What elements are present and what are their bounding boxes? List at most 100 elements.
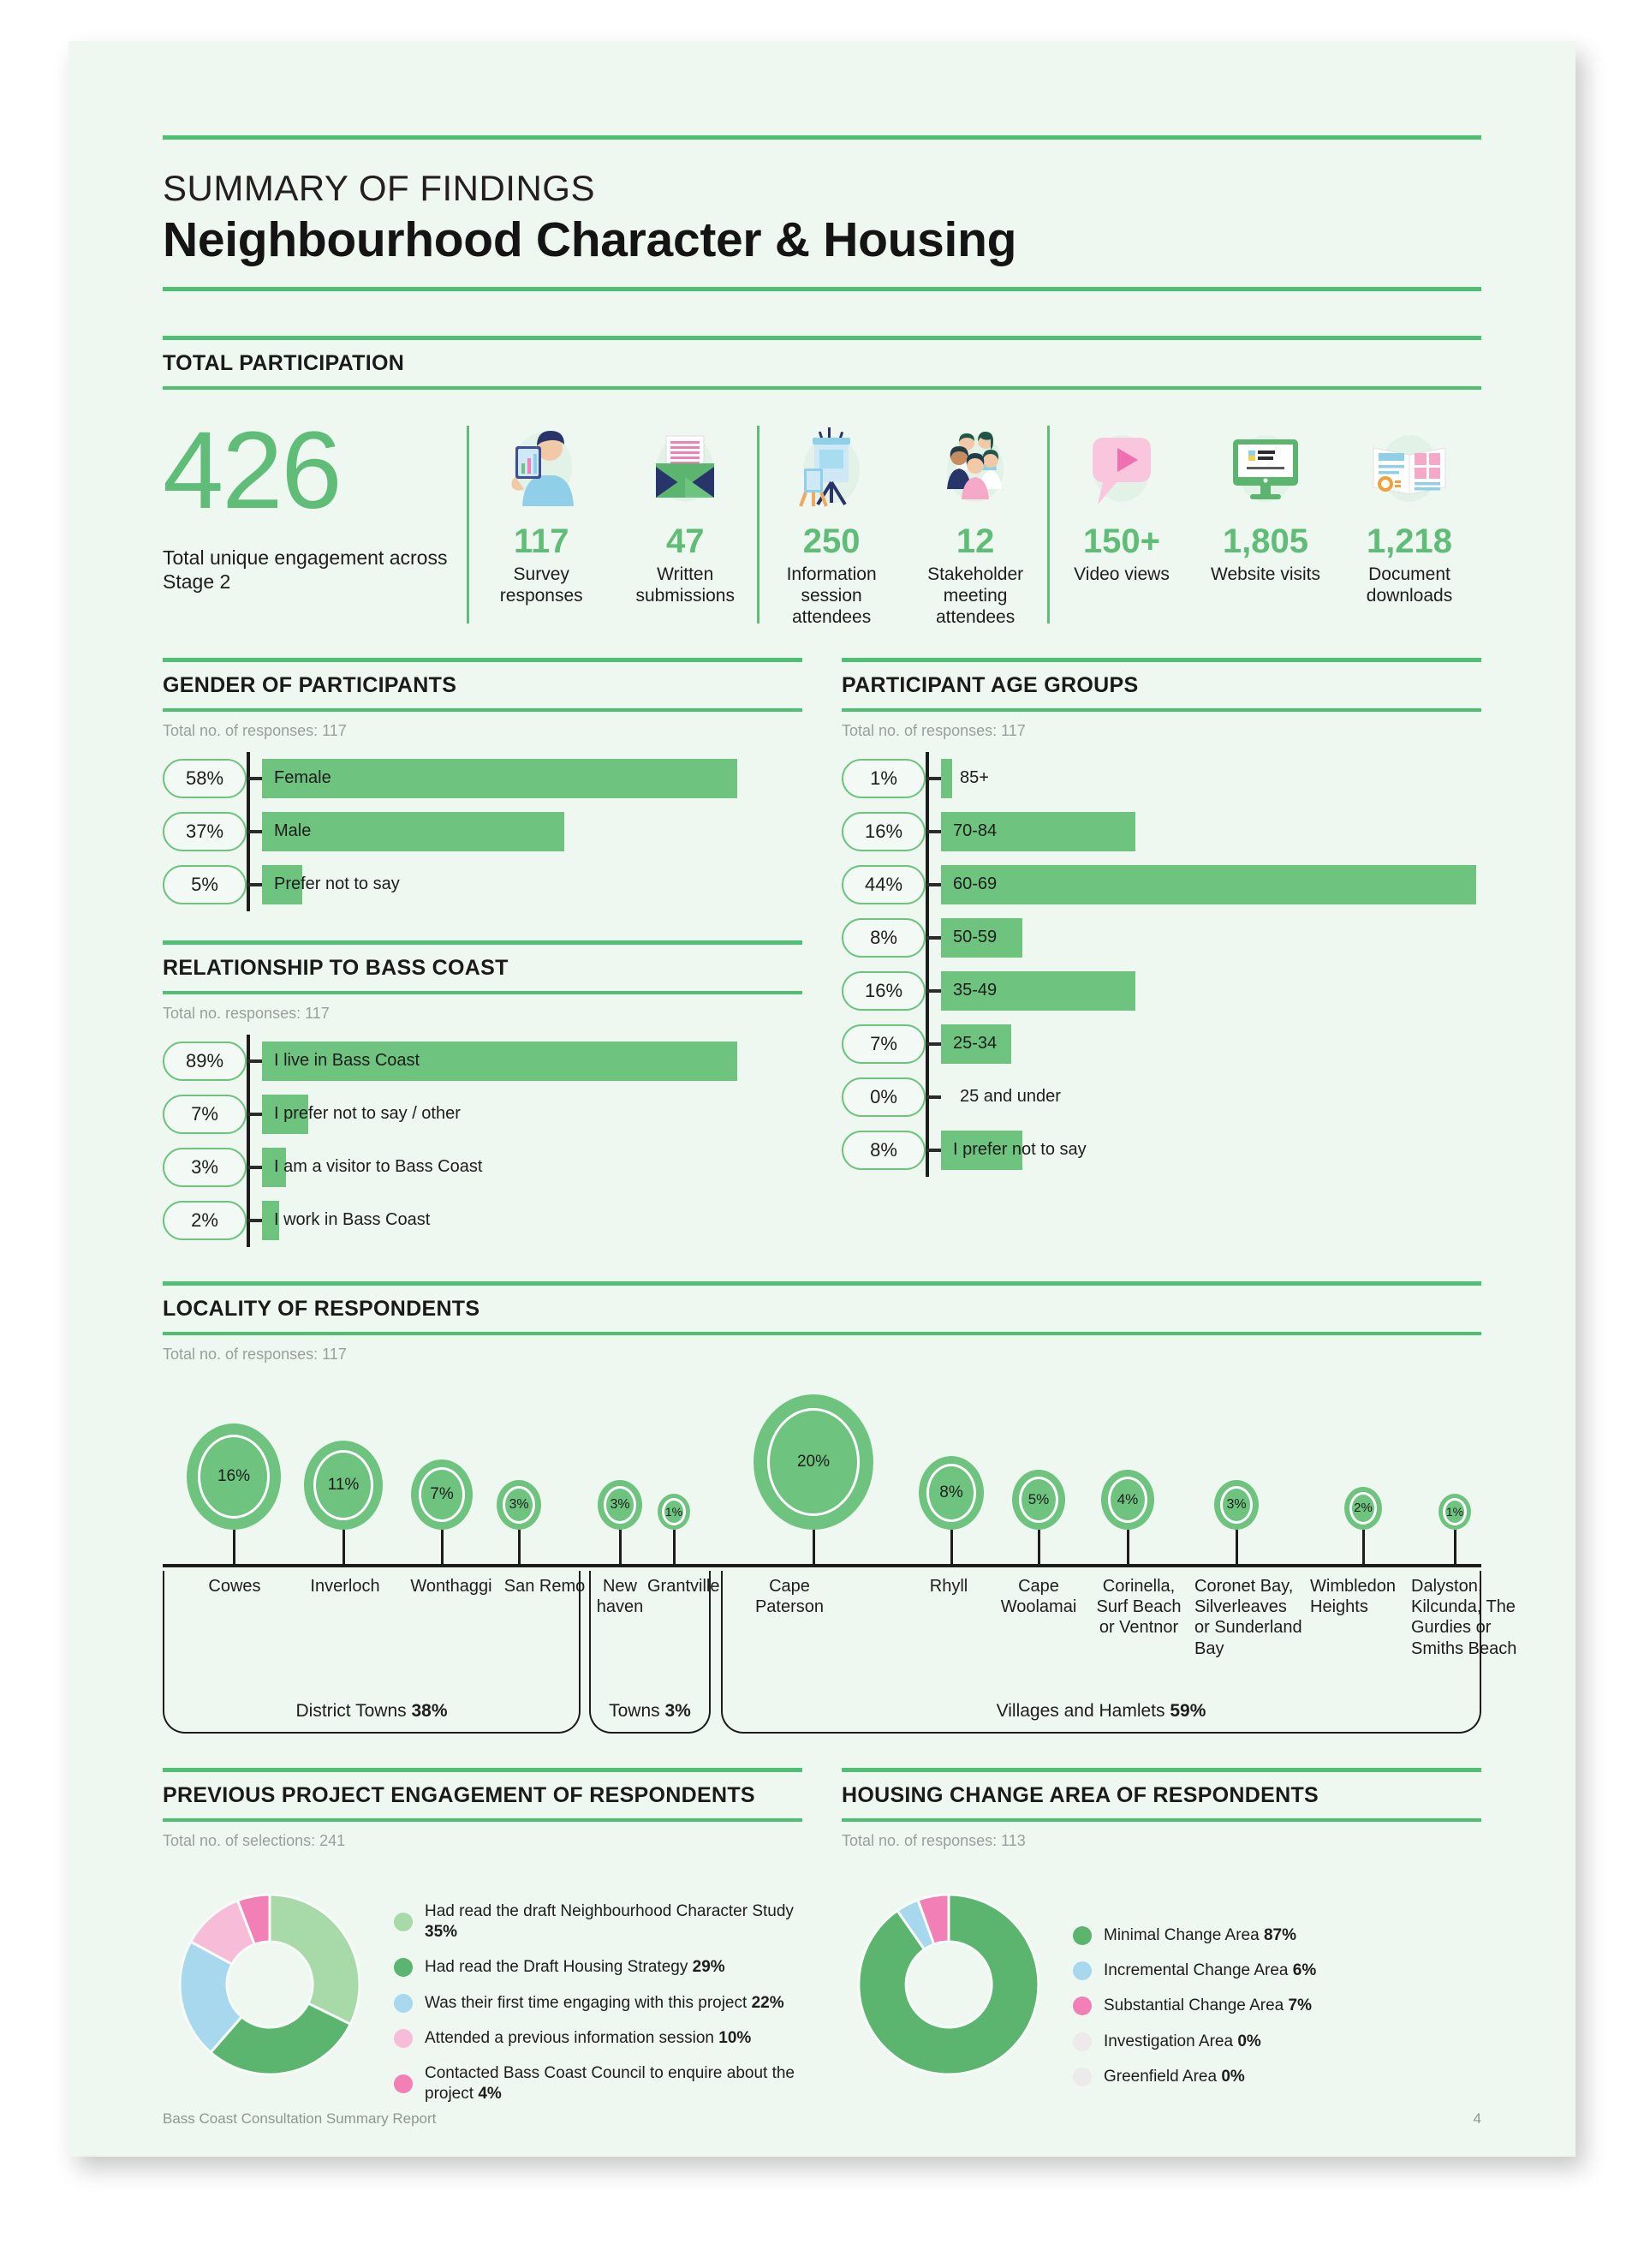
bubble-value: 20% xyxy=(796,1452,831,1471)
bar-track: 50-59 xyxy=(941,917,1481,958)
relationship-note: Total no. responses: 117 xyxy=(163,1004,330,1022)
housing-rule-bottom xyxy=(842,1817,1481,1822)
legend-label: Incremental Change Area 6% xyxy=(1104,1961,1317,1979)
bar-value-pill: 58% xyxy=(163,758,247,798)
locality-rule-bottom xyxy=(163,1331,1481,1335)
legend-label: Had read the draft Neighbourhood Charact… xyxy=(425,1901,794,1941)
bar-connector xyxy=(926,882,941,886)
bubble-value: 2% xyxy=(1354,1501,1373,1516)
bubble-value: 8% xyxy=(939,1483,963,1501)
report-page: SUMMARY OF FINDINGS Neighbourhood Charac… xyxy=(68,41,1576,2157)
bar-category-label: I work in Bass Coast xyxy=(274,1210,431,1230)
locality-section: LOCALITY OF RESPONDENTS Total no. of res… xyxy=(163,1280,1516,1734)
bar-value-pill: 7% xyxy=(163,1094,247,1134)
housing-donut-wrap: Minimal Change Area 87% Incremental Chan… xyxy=(842,1855,1481,2103)
locality-label: Cape Paterson xyxy=(754,1576,825,1616)
prev-heading: PREVIOUS PROJECT ENGAGEMENT OF RESPONDEN… xyxy=(163,1782,755,1807)
relationship-section: RELATIONSHIP TO BASS COAST Total no. res… xyxy=(163,940,802,1247)
locality-label: Wimbledon Heights xyxy=(1310,1576,1397,1616)
gender-rule-bottom xyxy=(163,707,802,712)
bar-connector xyxy=(247,1165,262,1169)
bar-category-label: I am a visitor to Bass Coast xyxy=(274,1157,483,1177)
age-note: Total no. of responses: 117 xyxy=(842,721,1026,739)
bubble-value: 3% xyxy=(509,1496,529,1512)
stat-label: Document downloads xyxy=(1366,564,1453,606)
legend-swatch xyxy=(394,1912,413,1931)
participation-stats-row: 426 Total unique engagement across Stage… xyxy=(163,390,1481,629)
bubble-value: 16% xyxy=(217,1466,251,1485)
legend-item: Attended a previous information session … xyxy=(394,2028,802,2049)
bar-connector xyxy=(247,1218,262,1222)
legend-swatch xyxy=(1073,1961,1092,1981)
bar-fill xyxy=(262,1147,287,1187)
bubble: 2% xyxy=(1344,1486,1382,1530)
stat-value: 150+ xyxy=(1082,522,1161,561)
legend-swatch xyxy=(394,2074,413,2094)
bubble: 8% xyxy=(919,1455,984,1530)
bar-connector xyxy=(247,829,262,833)
bubble-value: 1% xyxy=(664,1504,683,1519)
legend-swatch xyxy=(394,1993,413,2013)
bar-row: 8% 50-59 xyxy=(842,911,1481,964)
legend-label: Substantial Change Area 7% xyxy=(1104,1996,1312,2015)
total-participation-section: TOTAL PARTICIPATION 426 Total unique eng… xyxy=(163,336,1481,629)
locality-label: Cowes xyxy=(208,1576,261,1596)
legend-item: Had read the draft Neighbourhood Charact… xyxy=(394,1901,802,1943)
relationship-bar-chart: 89% I live in Bass Coast 7% I prefer not… xyxy=(163,1034,802,1247)
age-heading: PARTICIPANT AGE GROUPS xyxy=(842,672,1139,697)
stat-group-digital: 150+ Video views xyxy=(1050,419,1481,606)
bar-category-label: 85+ xyxy=(960,768,989,788)
bar-fill xyxy=(941,917,1022,958)
housing-rule-top xyxy=(842,1767,1481,1772)
video-play-icon xyxy=(1055,419,1188,513)
bar-value-pill: 5% xyxy=(163,864,247,904)
bar-row: 16% 70-84 xyxy=(842,805,1481,858)
bar-value-pill: 2% xyxy=(163,1200,247,1240)
legend-label: Had read the Draft Housing Strategy 29% xyxy=(425,1958,725,1977)
participation-heading: TOTAL PARTICIPATION xyxy=(163,351,405,376)
bar-category-label: 25 and under xyxy=(960,1087,1061,1107)
bar-track: 35-49 xyxy=(941,970,1481,1011)
gender-rule-top xyxy=(163,657,802,662)
bracket-district-towns: District Towns 38% xyxy=(163,1570,581,1734)
prev-donut-chart xyxy=(163,1877,377,2096)
bar-row: 8% I prefer not to say xyxy=(842,1124,1481,1177)
gender-note: Total no. of responses: 117 xyxy=(163,721,347,739)
bubble: 1% xyxy=(1438,1493,1471,1530)
bar-fill xyxy=(941,970,1136,1011)
locality-baseline xyxy=(163,1563,1481,1567)
donuts-row: PREVIOUS PROJECT ENGAGEMENT OF RESPONDEN… xyxy=(163,1734,1481,2120)
people-group-icon xyxy=(908,419,1042,513)
bar-row: 1% 85+ xyxy=(842,752,1481,805)
previous-engagement-section: PREVIOUS PROJECT ENGAGEMENT OF RESPONDEN… xyxy=(163,1767,802,2120)
relationship-rule-top xyxy=(163,940,802,945)
bar-track: I work in Bass Coast xyxy=(262,1200,802,1240)
bubble: 7% xyxy=(411,1459,473,1530)
bar-connector xyxy=(926,935,941,940)
bar-row: 44% 60-69 xyxy=(842,858,1481,911)
prev-donut-wrap: Had read the draft Neighbourhood Charact… xyxy=(163,1855,802,2120)
bar-fill xyxy=(941,811,1136,851)
stat-value: 47 xyxy=(665,522,705,561)
locality-group-brackets: District Towns 38% Towns 3% Villages and… xyxy=(163,1570,1481,1734)
bubble-value: 4% xyxy=(1117,1490,1139,1507)
legend-item: Greenfield Area 0% xyxy=(1073,2067,1481,2087)
bubble-group: 3% xyxy=(598,1479,642,1564)
stat-label: Website visits xyxy=(1211,564,1320,585)
legend-item: Substantial Change Area 7% xyxy=(1073,1996,1481,2016)
legend-label: Contacted Bass Coast Council to enquire … xyxy=(425,2064,795,2104)
bubble-group: 8% xyxy=(919,1455,984,1564)
bar-fill xyxy=(941,758,952,798)
bar-fill xyxy=(262,811,565,851)
age-bar-chart: 1% 85+ 16% 70-84 44% xyxy=(842,751,1481,1177)
locality-label: Corinella, Surf Beach or Ventnor xyxy=(1096,1576,1182,1638)
bubble-group: 5% xyxy=(1012,1469,1065,1564)
total-engagement-number: 426 xyxy=(163,409,342,533)
bar-track: I prefer not to say xyxy=(941,1130,1481,1170)
stat-label: Information session attendees xyxy=(786,564,877,628)
bar-row: 3% I am a visitor to Bass Coast xyxy=(163,1141,802,1194)
bracket-label: Towns 3% xyxy=(609,1700,691,1721)
bracket-villages-hamlets: Villages and Hamlets 59% xyxy=(721,1570,1481,1734)
bar-category-label: 35-49 xyxy=(953,981,998,1000)
